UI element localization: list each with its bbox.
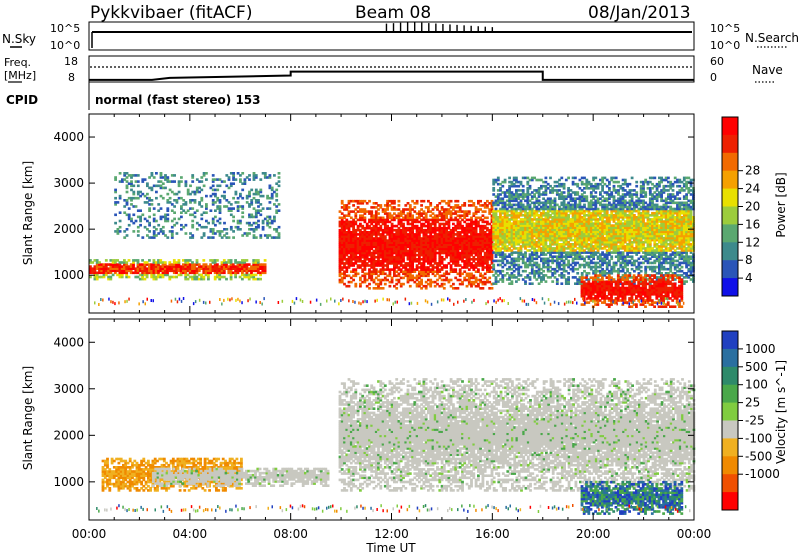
colorbar-swatch <box>722 492 738 511</box>
colorbar-swatch <box>722 366 738 386</box>
colorbar-tick-label: -100 <box>745 431 772 445</box>
colorbar-tick-label: 16 <box>745 217 760 231</box>
freq-label: Freq. <box>4 56 31 69</box>
velocity-panel: 1000 2000 3000 4000 <box>53 318 696 521</box>
nave-label: Nave <box>752 63 783 77</box>
x-tick-label: 12:00 <box>374 527 409 541</box>
colorbar-tick-label: 8 <box>745 253 753 267</box>
power-echo-region <box>580 274 684 308</box>
colorbar-tick-label: 100 <box>745 378 768 392</box>
nsky-tick-top: 10^5 <box>50 22 80 35</box>
velocity-ground-speckle <box>96 504 691 513</box>
date-label: 08/Jan/2013 <box>588 3 691 23</box>
nsky-tick-bottom: 10^0 <box>50 39 80 52</box>
colorbar-swatch <box>722 260 738 279</box>
nave-tick-top: 60 <box>710 55 724 68</box>
velocity-echo-cells <box>96 378 696 515</box>
colorbar-swatch <box>722 152 738 172</box>
colorbar-swatch <box>722 331 738 350</box>
nsky-label: N.Sky <box>2 32 36 46</box>
x-tick-label: 00:00 <box>677 527 712 541</box>
x-ticklabels: 00:00 04:00 08:00 12:00 16:00 20:00 00:00 <box>72 527 712 541</box>
nsky-panel <box>88 21 695 51</box>
x-tick-label: 04:00 <box>173 527 208 541</box>
station-title: Pykkvibaer (fitACF) <box>90 3 252 23</box>
nsearch-tick-top: 10^5 <box>710 22 740 35</box>
power-ytick-label: 1000 <box>53 268 84 282</box>
power-echo-region <box>338 199 494 290</box>
cpid-text: normal (fast stereo) 153 <box>95 93 261 107</box>
power-ytick-label: 2000 <box>53 222 84 236</box>
colorbar-tick-label: 500 <box>745 360 768 374</box>
colorbar-swatch <box>722 134 738 154</box>
power-ylabel: Slant Range [km] <box>21 161 35 265</box>
colorbar-tick-label: 28 <box>745 164 760 178</box>
colorbar-tick-label: -500 <box>745 449 772 463</box>
freq-tick-bottom: 8 <box>68 71 75 84</box>
colorbar-swatch <box>722 242 738 261</box>
power-echo-region <box>492 176 695 285</box>
colorbar-tick-label: 1000 <box>745 342 776 356</box>
power-colorbar: 4 8 12 16 20 24 28 <box>721 116 760 297</box>
freq-trace <box>89 70 694 81</box>
colorbar-swatch <box>722 474 738 493</box>
velocity-ytick-label: 2000 <box>53 428 84 442</box>
nsky-trace <box>91 31 692 48</box>
colorbar-tick-label: -1000 <box>745 467 780 481</box>
velocity-ytick-label: 1000 <box>53 475 84 489</box>
freq-panel <box>88 55 695 83</box>
velocity-colorbar: 1000 500 100 25 -25 -100 -500 -1000 <box>721 330 780 511</box>
x-tick-label: 08:00 <box>273 527 308 541</box>
nave-tick-bottom: 0 <box>710 71 717 84</box>
velocity-echo-region <box>580 480 684 515</box>
nsky-spikes <box>385 22 494 32</box>
beam-label: Beam 08 <box>355 3 431 23</box>
nsearch-tick-bottom: 10^0 <box>710 39 740 52</box>
colorbar-swatch <box>722 188 738 207</box>
colorbar-swatch <box>722 278 738 297</box>
freq-unit-label: [MHz] <box>4 69 36 82</box>
colorbar-swatch <box>722 438 738 457</box>
colorbar-tick-label: 4 <box>745 271 753 285</box>
power-echo-region <box>89 259 267 281</box>
power-echo-cells <box>89 172 695 308</box>
velocity-echo-region <box>338 378 696 492</box>
colorbar-swatch <box>722 170 738 190</box>
x-tick-label: 16:00 <box>475 527 510 541</box>
power-panel: 1000 2000 3000 4000 <box>53 113 695 314</box>
power-colorbar-label: Power [dB] <box>774 172 788 237</box>
freq-tick-top: 18 <box>64 55 78 68</box>
colorbar-tick-label: 25 <box>745 396 760 410</box>
colorbar-swatch <box>722 224 738 243</box>
cpid-label: CPID <box>6 93 38 107</box>
colorbar-swatch <box>722 420 738 439</box>
x-tick-label: 20:00 <box>576 527 611 541</box>
velocity-colorbar-label: Velocity [m s^-1] <box>774 360 788 464</box>
velocity-ylabel: Slant Range [km] <box>21 366 35 470</box>
velocity-ytick-label: 4000 <box>53 335 84 349</box>
time-xlabel: Time UT <box>365 541 416 554</box>
colorbar-tick-label: 12 <box>745 235 760 249</box>
colorbar-tick-label: 20 <box>745 200 760 214</box>
colorbar-swatch <box>722 456 738 475</box>
colorbar-swatch <box>722 348 738 368</box>
velocity-echo-region <box>152 467 330 487</box>
colorbar-swatch <box>722 402 738 421</box>
power-ytick-label: 4000 <box>53 130 84 144</box>
x-tick-label: 00:00 <box>72 527 107 541</box>
power-echo-region <box>114 172 281 239</box>
colorbar-swatch <box>722 384 738 404</box>
colorbar-swatch <box>722 117 738 136</box>
power-ground-speckle <box>94 297 685 306</box>
colorbar-tick-label: -25 <box>745 414 765 428</box>
nsearch-label: N.Search <box>745 31 799 45</box>
power-ytick-label: 3000 <box>53 176 84 190</box>
colorbar-tick-label: 24 <box>745 182 760 196</box>
velocity-ytick-label: 3000 <box>53 382 84 396</box>
colorbar-swatch <box>722 206 738 225</box>
